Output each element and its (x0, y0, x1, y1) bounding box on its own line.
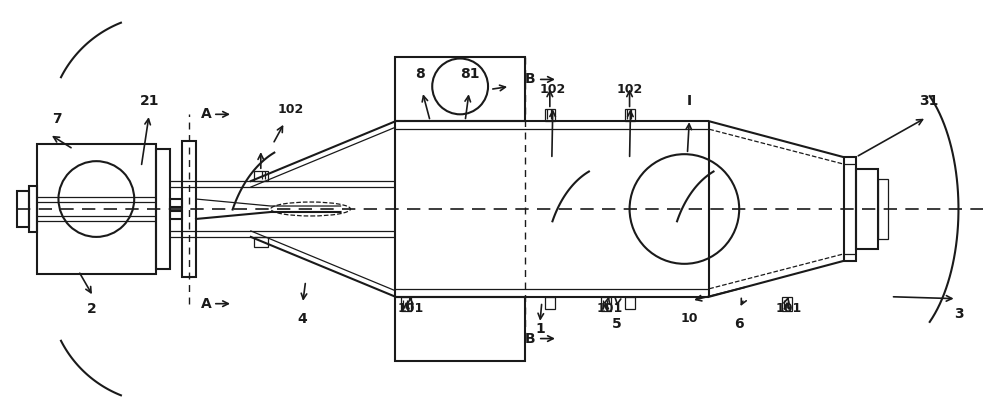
Bar (170, 199, 182, 207)
Text: 102: 102 (616, 83, 643, 96)
Text: 10: 10 (681, 312, 698, 325)
Bar (254, 171, 268, 181)
Bar (844, 157, 856, 261)
Bar (254, 237, 268, 247)
Text: 7: 7 (52, 112, 61, 126)
Text: A: A (201, 107, 211, 122)
Bar (625, 109, 635, 121)
Bar (401, 297, 411, 310)
Text: 3: 3 (954, 307, 963, 321)
Text: B: B (525, 72, 535, 86)
Bar (878, 179, 888, 239)
Bar (395, 297, 525, 362)
Text: B: B (525, 331, 535, 346)
Bar (170, 211, 182, 219)
Text: 102: 102 (540, 83, 566, 96)
Text: 1: 1 (535, 322, 545, 336)
Bar (395, 57, 525, 121)
Bar (625, 297, 635, 309)
Bar (782, 297, 792, 310)
Bar (156, 149, 170, 269)
Text: 81: 81 (460, 67, 480, 81)
Bar (182, 141, 196, 277)
Bar (37, 144, 156, 274)
Bar (29, 186, 37, 232)
Bar (601, 297, 611, 310)
Text: A: A (201, 297, 211, 310)
Text: 31: 31 (919, 94, 938, 109)
Text: 21: 21 (139, 94, 159, 109)
Text: 101: 101 (397, 302, 423, 315)
Text: I: I (687, 94, 692, 109)
Text: 8: 8 (415, 67, 425, 81)
Text: 102: 102 (278, 103, 304, 116)
Bar (545, 297, 555, 309)
Text: 4: 4 (298, 312, 308, 326)
Text: 101: 101 (597, 302, 623, 315)
Bar (545, 109, 555, 121)
Text: 101: 101 (776, 302, 802, 315)
Bar (856, 169, 878, 249)
Text: 2: 2 (86, 302, 96, 316)
Text: 5: 5 (612, 317, 621, 331)
Text: 6: 6 (734, 317, 744, 331)
Bar (17, 191, 29, 227)
